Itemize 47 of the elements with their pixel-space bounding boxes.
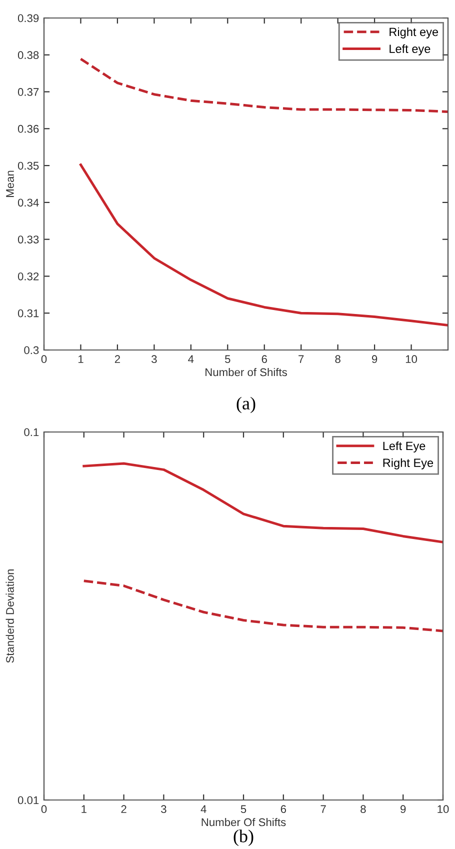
x-tick-label: 4: [200, 805, 206, 813]
x-tick-label: 0: [41, 355, 47, 364]
y-tick-label: 0.35: [18, 162, 39, 170]
y-tick-label: 0.38: [18, 51, 39, 60]
x-tick-label: 8: [335, 355, 340, 364]
x-tick-label: 4: [188, 355, 194, 363]
x-tick-label: 0: [41, 805, 47, 814]
x-tick-label: 8: [360, 805, 366, 814]
y-tick-label: 0.01: [18, 796, 39, 804]
y-tick-label: 0.31: [18, 309, 39, 318]
y-tick-label: 0.1: [24, 428, 39, 436]
y-tick-label: 0.32: [18, 272, 39, 280]
x-tick-label: 2: [114, 355, 120, 363]
x-tick-label: 1: [78, 355, 84, 363]
x-tick-label: 5: [224, 355, 230, 364]
x-tick-label: 6: [280, 805, 286, 814]
x-axis-title: Number of Shifts: [206, 368, 287, 376]
x-tick-label: 6: [262, 355, 267, 364]
y-axis-title: Mean: [6, 170, 14, 197]
x-tick-label: 9: [372, 355, 378, 364]
x-tick-label: 10: [406, 355, 418, 364]
x-tick-label: 3: [152, 355, 157, 364]
x-tick-label: 1: [82, 805, 86, 813]
x-tick-label: 10: [438, 805, 449, 814]
line-series: [82, 580, 443, 632]
y-tick-label: 0.36: [18, 124, 39, 133]
x-tick-label: 3: [161, 805, 166, 814]
line-series: [79, 58, 448, 113]
x-tick-label: 9: [400, 805, 406, 814]
x-tick-label: 5: [240, 805, 246, 814]
x-tick-label: 7: [298, 355, 304, 363]
y-tick-label: 0.3: [24, 346, 39, 354]
y-axis-title: Standerd Deviation: [6, 569, 14, 663]
legend-label: Right eye: [390, 27, 438, 38]
x-axis-title: Number Of Shifts: [202, 818, 286, 826]
legend-label: Left Eye: [383, 441, 426, 452]
text: (b): [234, 830, 254, 846]
y-tick-label: 0.37: [18, 88, 39, 96]
x-tick-label: 7: [320, 805, 326, 813]
x-tick-label: 2: [121, 805, 126, 813]
text: (a): [236, 396, 256, 414]
line-series: [79, 164, 448, 327]
legend-label: Right Eye: [383, 458, 434, 470]
y-tick-label: 0.33: [18, 236, 39, 244]
legend-label: Left eye: [390, 44, 430, 56]
y-tick-label: 0.34: [18, 198, 39, 207]
y-tick-label: 0.39: [18, 14, 39, 22]
